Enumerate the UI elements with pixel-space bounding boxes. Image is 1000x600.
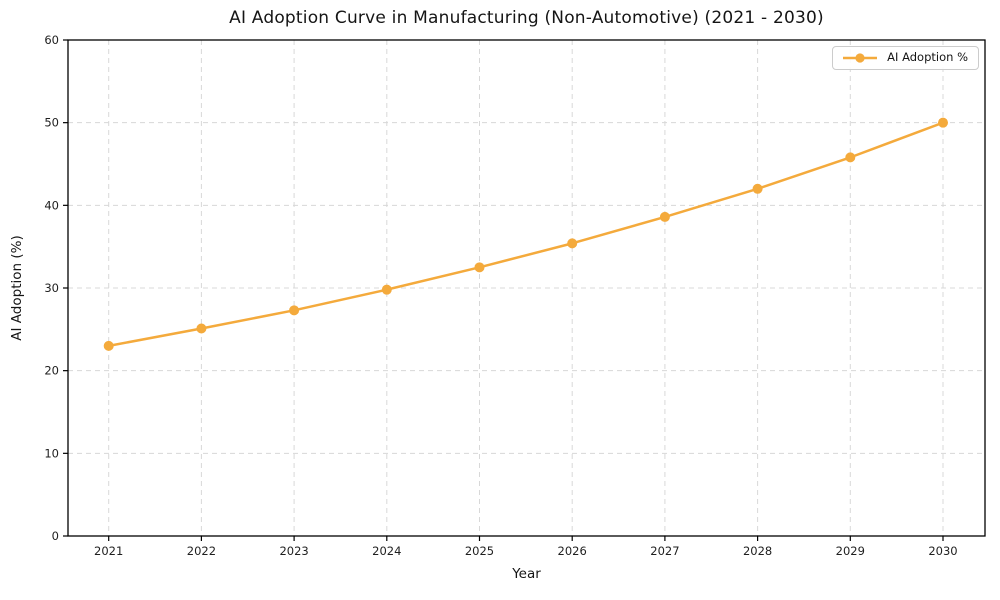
y-tick-label: 20 bbox=[44, 364, 59, 378]
data-point bbox=[196, 323, 207, 334]
series-line bbox=[108, 121, 944, 348]
x-tick-label: 2029 bbox=[836, 544, 865, 558]
x-tick-label: 2026 bbox=[558, 544, 587, 558]
y-tick-label: 50 bbox=[44, 116, 59, 130]
x-tick-label: 2027 bbox=[650, 544, 679, 558]
x-tick-label: 2022 bbox=[187, 544, 216, 558]
data-point bbox=[938, 117, 948, 128]
chart-title: AI Adoption Curve in Manufacturing (Non-… bbox=[229, 8, 824, 28]
y-axis-label: AI Adoption (%) bbox=[9, 235, 25, 341]
y-tick-label: 40 bbox=[44, 198, 59, 212]
y-tick-label: 10 bbox=[44, 446, 59, 460]
x-tick-label: 2028 bbox=[743, 544, 772, 558]
x-tick-label: 2030 bbox=[928, 544, 957, 558]
data-point bbox=[381, 284, 392, 295]
x-tick-label: 2021 bbox=[94, 544, 123, 558]
legend-line-marker-icon bbox=[843, 53, 878, 63]
y-tick-label: 60 bbox=[44, 33, 59, 47]
data-point bbox=[103, 340, 114, 351]
legend-label: AI Adoption % bbox=[887, 50, 968, 65]
x-axis-label: Year bbox=[512, 566, 541, 582]
y-tick-label: 30 bbox=[44, 281, 59, 295]
data-point bbox=[752, 183, 763, 194]
data-point bbox=[567, 238, 578, 249]
data-point bbox=[845, 152, 856, 163]
x-tick-label: 2025 bbox=[465, 544, 494, 558]
legend: AI Adoption % bbox=[832, 46, 979, 70]
data-point bbox=[474, 262, 485, 273]
x-tick-label: 2023 bbox=[279, 544, 308, 558]
data-point bbox=[659, 211, 670, 222]
x-tick-label: 2024 bbox=[372, 544, 401, 558]
y-tick-label: 0 bbox=[52, 529, 59, 543]
data-point bbox=[289, 305, 300, 316]
